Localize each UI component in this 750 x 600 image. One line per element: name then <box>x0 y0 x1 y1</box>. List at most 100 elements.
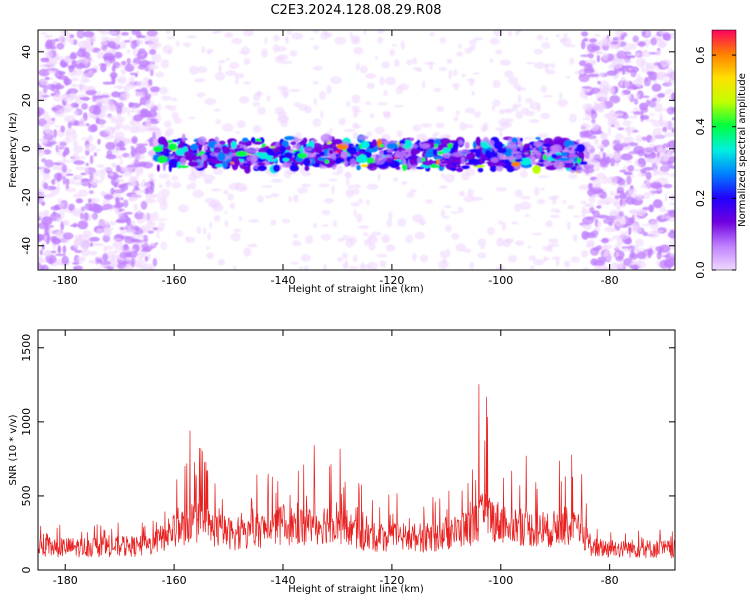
spectrogram-blob <box>218 60 226 64</box>
spectrogram-blob <box>88 190 94 195</box>
spectrogram-blob <box>91 212 98 220</box>
spectrogram-blob <box>458 190 466 197</box>
spectrogram-blob <box>383 111 391 120</box>
spectrogram-blob <box>524 214 530 218</box>
spectrogram-blob <box>204 197 216 204</box>
spectrogram-blob <box>440 172 445 179</box>
spectrogram-blob <box>167 49 172 55</box>
snr-x-axis-label: Height of straight line (km) <box>288 584 424 595</box>
spectrogram-blob <box>609 86 616 95</box>
spectrogram-blob <box>290 261 299 265</box>
spectrogram-blob <box>548 196 558 201</box>
spectrogram-blob <box>537 133 549 138</box>
spectrogram-blob <box>225 70 237 77</box>
spectrogram-blob <box>463 195 475 203</box>
spectrogram-blob <box>493 30 503 37</box>
spectrogram-blob <box>477 167 484 173</box>
spectrogram-blob <box>389 49 395 57</box>
spectrogram-blob <box>192 149 198 154</box>
spectrogram-blob <box>131 176 137 186</box>
spectrogram-blob <box>75 166 87 171</box>
spectrogram-blob <box>570 256 580 263</box>
spectrogram-blob <box>158 221 166 231</box>
spectrogram-blob <box>363 30 367 35</box>
spectrogram-blob <box>38 192 45 198</box>
spectrogram-blob <box>217 259 225 266</box>
colorbar-ticks: 0.0 0.2 0.4 0.6 <box>694 46 736 279</box>
spectrogram-blob <box>668 156 675 164</box>
spectrogram-blob <box>96 50 102 60</box>
spectrogram-blob <box>328 178 338 182</box>
spectrogram-blob <box>116 119 123 129</box>
spectrogram-blob <box>653 134 666 139</box>
spectrogram-blob <box>39 264 45 270</box>
spectrogram-blob <box>564 260 570 268</box>
spectrogram-blob <box>224 219 229 228</box>
spectrogram-blob <box>136 174 140 177</box>
spectrogram-blob <box>158 183 164 189</box>
spectrogram-blob <box>332 220 337 228</box>
spectrogram-blob <box>126 217 132 226</box>
spectrogram-y-axis-label: Frequency (Hz) <box>8 112 19 188</box>
spectrogram-blob <box>524 136 534 141</box>
spectrogram-blob <box>624 79 630 89</box>
spectrogram-blob <box>123 85 130 93</box>
spectrogram-blob <box>651 120 664 127</box>
spectrogram-blob <box>591 118 596 124</box>
spectrogram-blob <box>63 78 72 86</box>
spectrogram-blob <box>147 266 156 270</box>
spectrogram-blob <box>186 35 198 39</box>
spectrogram-blob <box>615 30 624 37</box>
spectrogram-blob <box>537 105 541 113</box>
spectrogram-blob <box>581 250 589 258</box>
spectrogram-blob <box>362 232 369 236</box>
spectrogram-blob <box>118 213 123 217</box>
spectrogram-blob <box>650 37 657 46</box>
spectrogram-blob <box>601 175 609 185</box>
spectrogram-blob <box>420 123 433 128</box>
spectrogram-blob <box>89 155 94 165</box>
spectrogram-blob <box>534 186 540 196</box>
spectrogram-blob <box>620 76 626 82</box>
spectrogram-blob <box>496 237 505 247</box>
spectrogram-blob <box>597 80 602 85</box>
spectrogram-blob <box>150 86 161 93</box>
spectrogram-blob <box>85 44 95 53</box>
spectrogram-blob <box>379 143 385 148</box>
spectrogram-blob <box>38 148 44 154</box>
spectrogram-blob <box>85 89 97 96</box>
spectrogram-blob <box>609 95 621 104</box>
snr-y-tick-label: 1000 <box>20 408 33 436</box>
spectrogram-blob <box>41 158 47 163</box>
spectrogram-blob <box>626 133 632 137</box>
spectrogram-blob <box>69 224 79 227</box>
spectrogram-blob <box>458 140 464 146</box>
spectrogram-blob <box>156 116 162 122</box>
spectrogram-blob <box>97 169 107 174</box>
spectrogram-blob <box>444 173 455 183</box>
spectrogram-blob <box>274 106 285 116</box>
spectrogram-blob <box>104 126 116 135</box>
spectrogram-x-ticks: -180 -160 -140 -120 -100 -80 <box>53 30 619 287</box>
spectrogram-blob <box>511 151 522 155</box>
spectrogram-blob <box>540 85 548 93</box>
spectrogram-blob <box>548 238 559 244</box>
spectrogram-blob <box>580 54 590 58</box>
spectrogram-blob <box>667 173 675 178</box>
spectrogram-blob <box>614 244 620 250</box>
spectrogram-blob <box>318 91 326 100</box>
spectrogram-blob <box>158 86 169 95</box>
spectrogram-blob <box>591 130 604 135</box>
spectrogram-blob <box>235 131 241 134</box>
spectrogram-blob <box>230 141 237 149</box>
spectrogram-blob <box>342 252 348 259</box>
spectrogram-blob <box>452 69 458 76</box>
spectrogram-blob <box>38 138 49 142</box>
spectrogram-blob <box>520 195 532 200</box>
spectrogram-blob <box>155 71 165 78</box>
spectrogram-blob <box>305 147 313 152</box>
spectrogram-blob <box>628 226 632 236</box>
spectrogram-blob <box>567 205 575 210</box>
spectrogram-blob <box>551 144 563 153</box>
spectrogram-blob <box>64 137 72 144</box>
